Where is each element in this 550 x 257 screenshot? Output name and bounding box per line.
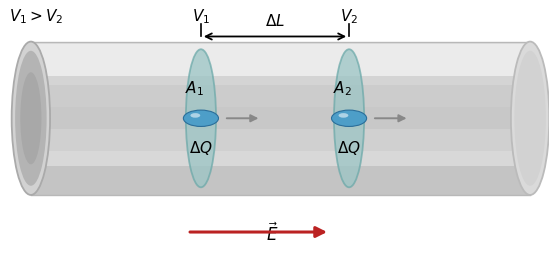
Ellipse shape (514, 51, 546, 186)
Bar (31, 85, 530, 107)
Text: $V_2$: $V_2$ (340, 7, 358, 26)
Text: $\Delta L$: $\Delta L$ (265, 13, 285, 29)
Bar (31, 173, 530, 195)
Ellipse shape (186, 49, 216, 187)
Text: $A_2$: $A_2$ (333, 79, 352, 98)
Bar (31, 42, 530, 63)
Text: $\Delta Q$: $\Delta Q$ (189, 139, 213, 157)
Text: $\vec{E}$: $\vec{E}$ (266, 222, 278, 245)
Circle shape (183, 110, 218, 126)
Text: $V_1 > V_2$: $V_1 > V_2$ (9, 7, 63, 26)
Bar (31, 151, 530, 173)
Text: $V_1$: $V_1$ (192, 7, 210, 26)
Circle shape (332, 110, 367, 126)
Text: $A_1$: $A_1$ (185, 79, 204, 98)
Ellipse shape (334, 49, 364, 187)
Bar (31, 166, 530, 195)
Circle shape (339, 113, 348, 118)
Bar (31, 63, 530, 85)
Bar (31, 129, 530, 151)
Text: $\Delta Q$: $\Delta Q$ (337, 139, 361, 157)
Ellipse shape (12, 42, 50, 195)
Circle shape (190, 113, 200, 118)
Bar (31, 44, 530, 76)
Ellipse shape (20, 72, 41, 164)
Ellipse shape (511, 42, 549, 195)
Ellipse shape (15, 51, 47, 186)
Bar (31, 107, 530, 129)
